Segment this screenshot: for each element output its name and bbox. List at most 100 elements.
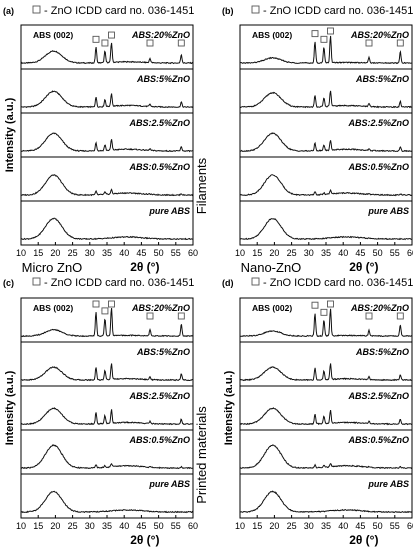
abs-peak-annotation: ABS (002) — [252, 303, 292, 313]
zno-marker-icon — [327, 27, 334, 35]
series-label: ABS:20%ZnO — [350, 303, 409, 313]
legend-square-icon — [32, 5, 41, 14]
xrd-trace — [240, 407, 413, 426]
xrd-trace — [240, 218, 413, 241]
x-tick-label: 30 — [85, 248, 95, 258]
x-tick-label: 35 — [102, 248, 112, 258]
x-tick-label: 25 — [68, 521, 78, 531]
x-tick-label: 50 — [373, 521, 383, 531]
abs-peak-annotation: ABS (002) — [33, 30, 73, 40]
series-label: ABS:5%ZnO — [136, 347, 190, 357]
x-tick-label: 60 — [188, 521, 198, 531]
x-tick-label: 20 — [269, 521, 279, 531]
x-tick-label: 25 — [287, 248, 297, 258]
y-axis-label: Intensity (a.u.) — [223, 370, 235, 445]
x-tick-label: 45 — [136, 248, 146, 258]
zno-marker-icon — [92, 35, 100, 43]
x-tick-label: 35 — [102, 521, 112, 531]
x-axis-label: 2θ (°) — [349, 533, 378, 547]
series-label: ABS:20%ZnO — [131, 303, 190, 313]
zno-marker-icon — [311, 30, 319, 38]
x-tick-label: 25 — [287, 521, 297, 531]
chart-panel-4: (d) - ZnO ICDD card no. 036-1451 ABS:20%Zn… — [222, 277, 413, 547]
series-label: ABS:0.5%ZnO — [347, 162, 409, 172]
legend-label: - ZnO ICDD card no. 036-1451 — [263, 277, 413, 289]
zno-marker-icon — [92, 300, 100, 308]
x-tick-label: 15 — [33, 521, 43, 531]
x-tick-label: 35 — [321, 248, 331, 258]
xrd-trace — [239, 90, 413, 109]
x-axis-label: 2θ (°) — [130, 260, 159, 274]
x-tick-label: 55 — [390, 521, 400, 531]
chart-panel-2: (b) - ZnO ICDD card no. 036-1451 ABS:20%Zn… — [222, 5, 413, 275]
series-label: ABS:20%ZnO — [131, 30, 190, 40]
panel-label: (d) — [222, 278, 234, 288]
legend-square-icon — [251, 277, 260, 286]
zno-marker-icon — [177, 39, 185, 47]
x-tick-label: 10 — [235, 248, 245, 258]
x-tick-label: 45 — [355, 521, 365, 531]
x-tick-label: 50 — [154, 248, 164, 258]
abs-peak-annotation: ABS (002) — [33, 303, 73, 313]
series-label: ABS:20%ZnO — [350, 30, 409, 40]
x-tick-label: 40 — [119, 521, 129, 531]
x-tick-label: 10 — [16, 521, 26, 531]
series-label: pure ABS — [148, 479, 190, 489]
zno-marker-icon — [365, 312, 373, 320]
series-label: ABS:2.5%ZnO — [128, 391, 190, 401]
x-tick-label: 15 — [33, 248, 43, 258]
y-axis-label: Intensity (a.u.) — [4, 370, 16, 445]
zno-marker-icon — [101, 307, 109, 315]
xrd-trace — [240, 444, 413, 470]
zno-marker-icon — [365, 39, 373, 47]
x-tick-label: 20 — [269, 248, 279, 258]
x-axis-label: 2θ (°) — [349, 260, 378, 274]
xrd-trace — [20, 444, 193, 470]
series-label: ABS:0.5%ZnO — [128, 435, 190, 445]
x-tick-label: 30 — [85, 521, 95, 531]
xrd-trace — [20, 132, 193, 153]
x-tick-label: 35 — [321, 521, 331, 531]
x-tick-label: 40 — [338, 521, 348, 531]
legend-label: - ZnO ICDD card no. 036-1451 — [44, 277, 194, 289]
abs-peak-annotation: ABS (002) — [252, 30, 292, 40]
series-label: ABS:2.5%ZnO — [347, 118, 409, 128]
x-tick-label: 45 — [355, 248, 365, 258]
x-tick-label: 60 — [407, 521, 413, 531]
zno-marker-icon — [396, 312, 404, 320]
zno-marker-icon — [108, 31, 115, 39]
zno-marker-icon — [320, 35, 328, 43]
x-tick-label: 40 — [119, 248, 129, 258]
x-tick-label: 20 — [50, 248, 60, 258]
legend-label: - ZnO ICDD card no. 036-1451 — [44, 5, 194, 17]
series-label: ABS:5%ZnO — [355, 347, 409, 357]
xrd-trace — [239, 490, 413, 514]
xrd-trace — [239, 35, 413, 65]
zno-marker-icon — [101, 39, 109, 47]
x-tick-label: 55 — [171, 248, 181, 258]
zno-marker-icon — [146, 312, 154, 320]
x-tick-label: 30 — [304, 521, 314, 531]
x-tick-label: 60 — [188, 248, 198, 258]
xrd-trace — [20, 173, 194, 197]
series-label: pure ABS — [367, 206, 409, 216]
zno-marker-icon — [396, 39, 404, 47]
x-tick-label: 55 — [171, 521, 181, 531]
zno-marker-icon — [146, 39, 154, 47]
panel-label: (a) — [3, 6, 14, 16]
side-label-filaments: Filaments — [194, 157, 209, 214]
material-label: Nano-ZnO — [241, 260, 302, 275]
xrd-trace — [20, 307, 194, 338]
panel-label: (b) — [222, 6, 234, 16]
legend-square-icon — [251, 5, 260, 14]
x-tick-label: 30 — [304, 248, 314, 258]
legend-label: - ZnO ICDD card no. 036-1451 — [263, 5, 413, 17]
series-label: ABS:5%ZnO — [355, 74, 409, 84]
series-label: pure ABS — [367, 479, 409, 489]
x-tick-label: 60 — [407, 248, 413, 258]
zno-marker-icon — [327, 300, 334, 308]
series-label: ABS:2.5%ZnO — [128, 118, 190, 128]
x-tick-label: 45 — [136, 521, 146, 531]
xrd-trace — [20, 363, 194, 382]
